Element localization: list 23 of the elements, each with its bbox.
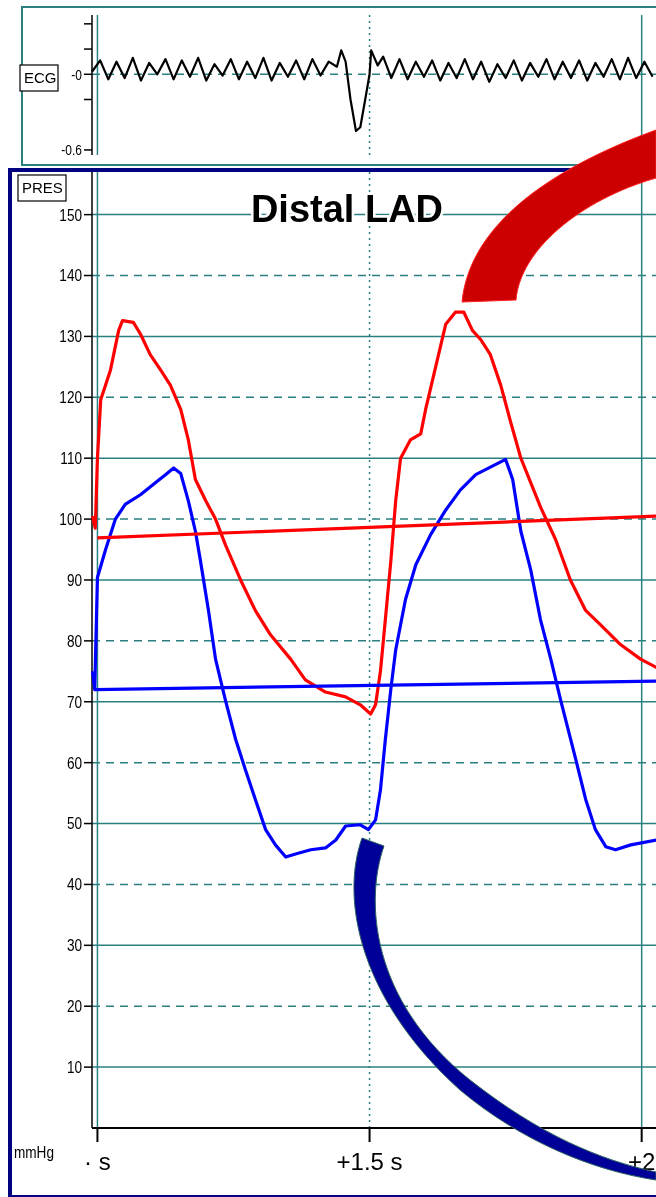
y-tick-label: 60 bbox=[66, 753, 82, 772]
text: mmHg bbox=[14, 1143, 54, 1162]
x-tick-label: +1.5 s bbox=[336, 1148, 403, 1175]
y-axis-title: PRES bbox=[22, 179, 63, 197]
y-tick-label: 120 bbox=[59, 387, 82, 407]
y-tick-label: 100 bbox=[59, 509, 82, 529]
y-tick-label: 40 bbox=[66, 874, 82, 894]
y-tick-label: 50 bbox=[66, 814, 82, 833]
y-axis-title: ECG bbox=[24, 69, 57, 87]
y-tick-label: -0.6 bbox=[61, 141, 82, 159]
y-tick-label: 20 bbox=[66, 996, 82, 1016]
y-tick-label: 30 bbox=[66, 935, 82, 955]
y-tick-label: 10 bbox=[66, 1057, 82, 1077]
y-tick-label: 140 bbox=[59, 266, 82, 285]
y-tick-label: 150 bbox=[59, 205, 82, 224]
y-tick-label: 70 bbox=[66, 692, 82, 712]
y-tick-label: 80 bbox=[66, 631, 82, 651]
y-tick-label: 90 bbox=[66, 570, 82, 590]
x-tick-label: +2 bbox=[627, 1148, 656, 1175]
y-tick-label: 110 bbox=[60, 448, 82, 468]
x-tick-label: · s bbox=[84, 1148, 111, 1175]
y-tick-label: 130 bbox=[59, 326, 82, 346]
y-tick-label: -0 bbox=[71, 66, 83, 83]
